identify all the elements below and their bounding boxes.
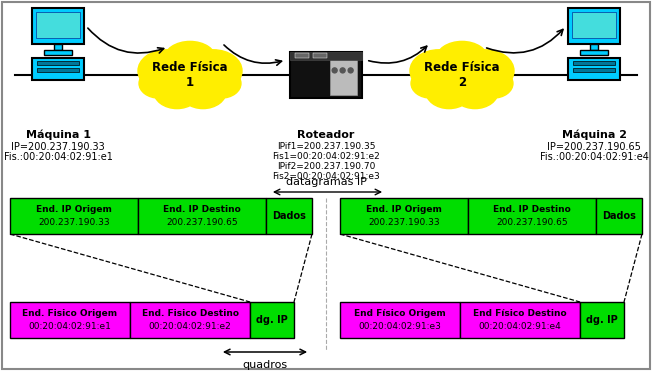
Text: End Físico Destino: End Físico Destino [473,309,567,318]
Text: End. IP Origem: End. IP Origem [366,205,442,214]
FancyBboxPatch shape [290,52,362,60]
Ellipse shape [411,69,451,98]
Ellipse shape [138,50,195,92]
Text: IPif1=200.237.190.35: IPif1=200.237.190.35 [276,142,376,151]
FancyBboxPatch shape [37,61,79,65]
Text: End. Fisico Origem: End. Fisico Origem [22,309,117,318]
FancyBboxPatch shape [596,198,642,234]
Text: IP=200.237.190.65: IP=200.237.190.65 [547,142,641,152]
Text: dg. IP: dg. IP [586,315,618,325]
FancyBboxPatch shape [10,198,138,234]
Text: Máquina 2: Máquina 2 [561,130,627,141]
Text: Fis.:00:20:04:02:91:e4: Fis.:00:20:04:02:91:e4 [540,152,649,162]
Circle shape [340,68,345,73]
Ellipse shape [452,73,498,109]
Text: 200.237.190.33: 200.237.190.33 [368,218,440,227]
FancyBboxPatch shape [580,50,608,55]
FancyBboxPatch shape [36,12,80,38]
FancyBboxPatch shape [37,68,79,72]
Ellipse shape [179,73,226,109]
Ellipse shape [473,69,513,98]
Text: 200.237.190.65: 200.237.190.65 [496,218,568,227]
Ellipse shape [410,50,467,92]
Text: 00:20:04:02:91:e3: 00:20:04:02:91:e3 [359,322,441,331]
FancyBboxPatch shape [10,302,130,338]
FancyBboxPatch shape [580,302,624,338]
FancyBboxPatch shape [138,198,266,234]
FancyBboxPatch shape [32,8,84,44]
FancyBboxPatch shape [266,198,312,234]
FancyBboxPatch shape [130,302,250,338]
FancyBboxPatch shape [572,12,616,38]
Circle shape [332,68,337,73]
Text: IP=200.237.190.33: IP=200.237.190.33 [11,142,105,152]
Text: Rede Física
2: Rede Física 2 [424,61,500,89]
Ellipse shape [426,73,473,109]
FancyBboxPatch shape [573,61,615,65]
FancyBboxPatch shape [44,50,72,55]
Text: Fis1=00:20:04:02:91:e2: Fis1=00:20:04:02:91:e2 [272,152,380,161]
Text: End Físico Origem: End Físico Origem [354,309,446,318]
Text: Roteador: Roteador [297,130,355,140]
Text: Dados: Dados [602,211,636,221]
FancyBboxPatch shape [295,53,309,58]
Ellipse shape [201,69,241,98]
Text: 200.237.190.33: 200.237.190.33 [38,218,110,227]
Ellipse shape [457,50,514,92]
Circle shape [348,68,353,73]
Text: dg. IP: dg. IP [256,315,288,325]
FancyBboxPatch shape [250,302,294,338]
FancyBboxPatch shape [32,58,84,80]
Ellipse shape [154,73,200,109]
Ellipse shape [139,69,179,98]
FancyBboxPatch shape [568,8,620,44]
FancyBboxPatch shape [340,302,460,338]
FancyBboxPatch shape [340,198,468,234]
Text: Fis.:00:20:04:02:91:e1: Fis.:00:20:04:02:91:e1 [3,152,112,162]
Text: End. IP Destino: End. IP Destino [163,205,241,214]
FancyBboxPatch shape [313,53,327,58]
Text: Máquina 1: Máquina 1 [25,130,91,141]
FancyBboxPatch shape [54,44,62,50]
Text: End. Fisico Destino: End. Fisico Destino [141,309,239,318]
Text: Fis2=00:20:04:02:91:e3: Fis2=00:20:04:02:91:e3 [272,172,380,181]
Ellipse shape [185,50,242,92]
FancyBboxPatch shape [573,68,615,72]
Text: 200.237.190.65: 200.237.190.65 [166,218,238,227]
FancyBboxPatch shape [568,58,620,80]
Text: quadros: quadros [243,360,288,370]
Text: 00:20:04:02:91:e1: 00:20:04:02:91:e1 [29,322,111,331]
Ellipse shape [164,42,216,77]
Text: datagramas IP: datagramas IP [286,177,366,187]
Text: End. IP Origem: End. IP Origem [36,205,112,214]
Ellipse shape [436,42,488,77]
FancyBboxPatch shape [460,302,580,338]
Text: IPif2=200.237.190.70: IPif2=200.237.190.70 [277,162,375,171]
FancyBboxPatch shape [468,198,596,234]
FancyBboxPatch shape [590,44,598,50]
FancyBboxPatch shape [330,55,357,95]
FancyBboxPatch shape [290,52,362,98]
Ellipse shape [426,48,498,102]
Text: Dados: Dados [272,211,306,221]
Text: 00:20:04:02:91:e4: 00:20:04:02:91:e4 [479,322,561,331]
Text: Rede Física
1: Rede Física 1 [152,61,228,89]
Text: End. IP Destino: End. IP Destino [493,205,571,214]
Ellipse shape [154,48,226,102]
Text: 00:20:04:02:91:e2: 00:20:04:02:91:e2 [149,322,231,331]
